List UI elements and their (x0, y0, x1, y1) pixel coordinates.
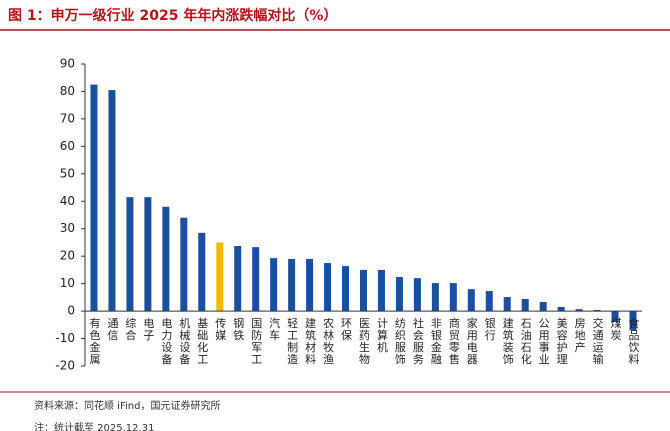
bar (521, 299, 529, 312)
source: 资料来源：同花顺 iFind，国元证券研究所 (34, 399, 220, 412)
x-tick-label: 环保 (340, 317, 353, 341)
bar (395, 277, 403, 312)
bar (162, 206, 170, 312)
x-tick-label: 国防军工 (250, 317, 263, 365)
bar (467, 289, 475, 312)
bar (234, 246, 242, 312)
x-tick-label: 综合 (124, 316, 137, 341)
y-tick-label: -20 (55, 359, 75, 373)
bar (449, 283, 457, 312)
x-tick-label: 钢铁 (232, 317, 245, 341)
bar (611, 311, 619, 323)
x-tick-label: 电力设备 (160, 317, 173, 365)
bar (413, 278, 421, 312)
y-tick-label: 40 (60, 194, 75, 208)
y-tick-label: 90 (60, 57, 75, 71)
chart-title: 图 1：申万一级行业 2025 年年内涨跌幅对比（%） (8, 7, 337, 24)
x-tick-label: 医药生物 (358, 317, 371, 365)
bar (108, 90, 116, 312)
y-tick-label: 30 (60, 221, 75, 235)
y-tick-label: 20 (60, 249, 75, 263)
x-tick-label: 非银金融 (429, 317, 442, 365)
bar (324, 263, 332, 312)
x-tick-label: 社会服务 (411, 316, 424, 365)
x-tick-label: 食品饮料 (627, 316, 640, 365)
bar (629, 311, 637, 331)
bar (216, 242, 224, 312)
x-tick-label: 农林牧渔 (322, 316, 335, 365)
bar (90, 84, 98, 312)
bar (342, 266, 350, 312)
x-tick-label: 银行 (483, 316, 496, 341)
x-tick-label: 石油石化 (519, 317, 532, 365)
bar (252, 247, 260, 312)
y-tick-label: 70 (60, 111, 75, 125)
x-tick-label: 交通运输 (591, 316, 604, 365)
x-tick-label: 计算机 (375, 317, 388, 353)
y-tick-label: 60 (60, 139, 75, 153)
bar (557, 306, 565, 312)
bar (360, 269, 367, 312)
bar (126, 197, 134, 312)
x-tick-label: 家用电器 (465, 316, 478, 365)
bar (144, 197, 152, 312)
x-tick-label: 汽车 (268, 316, 281, 341)
y-tick-label: 80 (60, 84, 75, 98)
bar (288, 258, 296, 312)
bar (503, 297, 511, 312)
bar (431, 283, 439, 312)
x-tick-label: 建筑装饰 (501, 316, 514, 365)
x-tick-label: 煤炭 (609, 317, 622, 341)
x-tick-label: 纺织服饰 (393, 316, 406, 365)
bar (198, 232, 206, 312)
y-tick-label: 0 (67, 304, 75, 318)
bar (485, 291, 493, 312)
y-tick-label: 50 (60, 166, 75, 180)
x-tick-label: 房地产 (573, 317, 586, 353)
x-tick-label: 美容护理 (555, 317, 568, 365)
x-tick-label: 轻工制造 (286, 316, 299, 365)
x-tick-label: 通信 (106, 317, 119, 341)
x-tick-label: 机械设备 (178, 316, 191, 365)
x-tick-label: 公用事业 (537, 317, 550, 365)
bar (306, 258, 314, 312)
x-tick-label: 建筑材料 (304, 316, 317, 365)
y-tick-label: -10 (55, 331, 75, 345)
y-tick-label: 10 (60, 276, 75, 290)
x-tick-label: 基础化工 (196, 317, 209, 365)
x-tick-label: 有色金属 (88, 316, 101, 365)
bar (180, 217, 188, 312)
bar (270, 258, 278, 312)
note: 注：统计截至 2025.12.31 (34, 421, 154, 431)
x-tick-label: 传媒 (214, 317, 227, 341)
bar (575, 309, 583, 312)
bar (593, 309, 601, 312)
bar (539, 302, 547, 312)
x-tick-label: 电子 (142, 317, 155, 341)
bar (377, 269, 385, 312)
x-tick-label: 商贸零售 (447, 316, 460, 365)
